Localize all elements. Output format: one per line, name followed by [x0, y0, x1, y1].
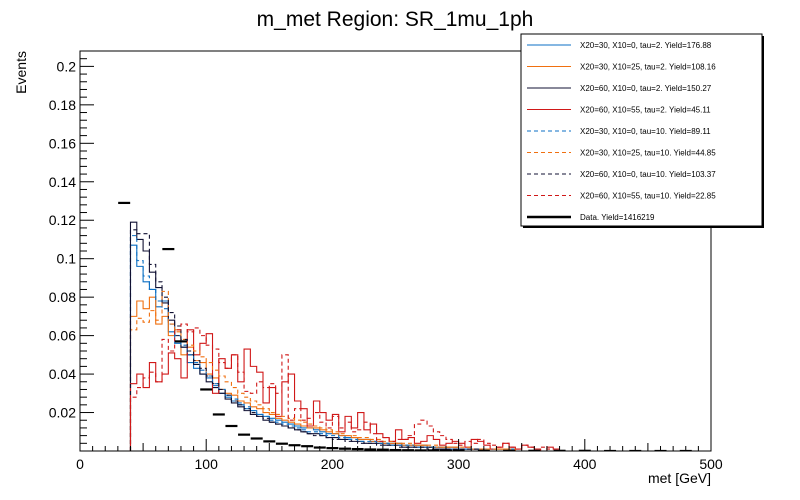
- legend-entry-5: X20=30, X10=25, tau=10. Yield=44.85: [580, 149, 716, 158]
- x-tick-label-0: 0: [76, 456, 84, 472]
- legend-entry-6: X20=60, X10=0, tau=10. Yield=103.37: [580, 170, 716, 179]
- x-tick-label-300: 300: [447, 456, 471, 472]
- y-tick-label-3: 0.08: [49, 289, 76, 305]
- legend-entry-7: X20=60, X10=55, tau=10. Yield=22.85: [580, 192, 716, 201]
- legend: X20=30, X10=0, tau=2. Yield=176.88 X20=30…: [520, 33, 764, 228]
- legend-entry-8: Data. Yield=1416219: [580, 213, 655, 222]
- histogram-series-6: [129, 229, 560, 451]
- x-axis-label: met [GeV]: [648, 470, 711, 486]
- chart-title: m_met Region: SR_1mu_1ph: [257, 8, 534, 31]
- legend-entry-1: X20=30, X10=25, tau=2. Yield=108.16: [580, 63, 716, 72]
- histogram-series-7: [129, 323, 560, 451]
- y-tick-label-5: 0.12: [49, 212, 76, 228]
- y-tick-label-6: 0.14: [49, 174, 76, 190]
- y-tick-label-9: 0.2: [57, 58, 77, 74]
- axes-layer: 0 100 200 300 400 500 0.02 0.04 0.06 0.08 0.1 0.12 0…: [49, 50, 723, 472]
- y-tick-label-1: 0.04: [49, 366, 76, 382]
- y-tick-label-4: 0.1: [57, 251, 77, 267]
- x-tick-label-100: 100: [195, 456, 219, 472]
- histogram-series-3: [129, 329, 560, 451]
- legend-entry-0: X20=30, X10=0, tau=2. Yield=176.88: [580, 41, 712, 50]
- y-tick-label-7: 0.16: [49, 135, 76, 151]
- legend-entry-4: X20=30, X10=0, tau=10. Yield=89.11: [580, 127, 711, 136]
- y-tick-label-2: 0.06: [49, 328, 76, 344]
- legend-entry-2: X20=60, X10=0, tau=2. Yield=150.27: [580, 84, 712, 93]
- x-tick-label-500: 500: [699, 456, 723, 472]
- x-tick-label-400: 400: [573, 456, 597, 472]
- histogram-series-5: [129, 290, 560, 451]
- y-tick-label-8: 0.18: [49, 97, 76, 113]
- legend-entry-3: X20=60, X10=55, tau=2. Yield=45.11: [580, 106, 711, 115]
- y-tick-label-0: 0.02: [49, 405, 76, 421]
- x-tick-label-200: 200: [321, 456, 345, 472]
- y-axis-label: Events: [13, 51, 29, 94]
